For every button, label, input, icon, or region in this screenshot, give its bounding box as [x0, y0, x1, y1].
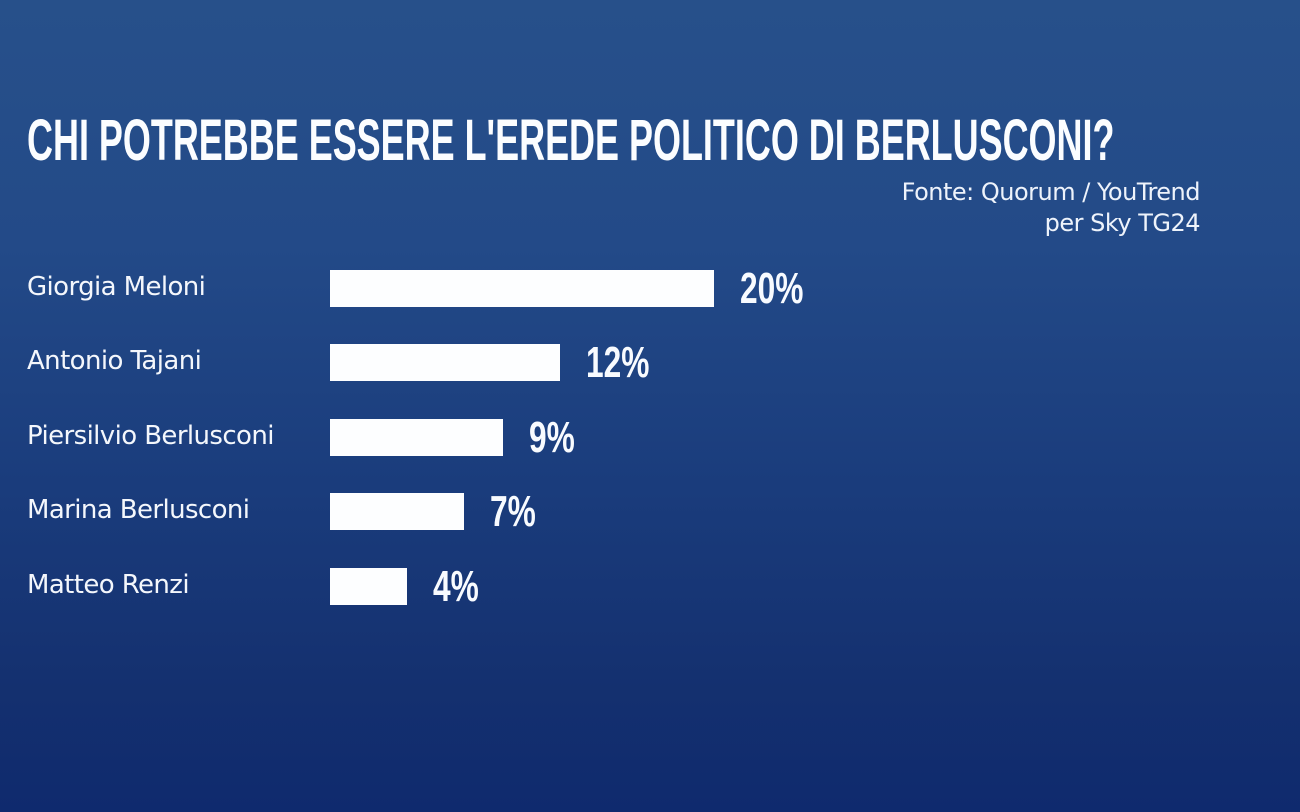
bar-value: 7%: [490, 487, 537, 536]
bar-value: 20%: [740, 264, 804, 313]
bar-value: 9%: [528, 413, 575, 462]
source-line-2: per Sky TG24: [1044, 209, 1201, 237]
bar-value: 4%: [432, 562, 479, 611]
bar-label: Matteo Renzi: [27, 570, 190, 600]
bar-label: Marina Berlusconi: [27, 495, 250, 525]
bar: [330, 344, 561, 381]
bar: [330, 270, 714, 307]
source-line-1: Fonte: Quorum / YouTrend: [901, 178, 1201, 206]
bar: [330, 419, 503, 456]
bar-row: Antonio Tajani 12%: [0, 340, 1300, 386]
bar-row: Piersilvio Berlusconi 9%: [0, 415, 1300, 461]
bar: [330, 568, 407, 605]
bar-row: Marina Berlusconi 7%: [0, 489, 1300, 535]
bar-label: Piersilvio Berlusconi: [27, 421, 274, 451]
source-credit: Fonte: Quorum / YouTrend per Sky TG24: [901, 177, 1201, 239]
bar-row: Giorgia Meloni 20%: [0, 266, 1300, 312]
bar: [330, 493, 465, 530]
bar-row: Matteo Renzi 4%: [0, 564, 1300, 610]
chart-title: CHI POTREBBE ESSERE L'EREDE POLITICO DI …: [27, 108, 1115, 173]
bar-value: 12%: [586, 338, 650, 387]
bar-label: Giorgia Meloni: [27, 272, 206, 302]
bar-label: Antonio Tajani: [27, 346, 202, 376]
